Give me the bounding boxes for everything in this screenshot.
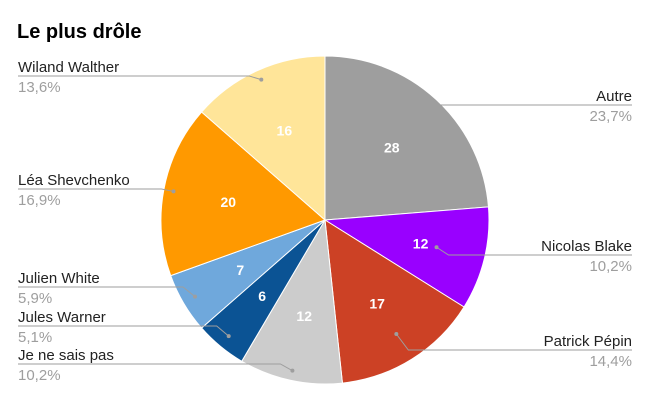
slice-name-label: Jules Warner [18,309,106,326]
slice-name-label: Patrick Pépin [544,333,632,350]
slice-value-label: 7 [236,262,244,278]
pie-slice-wiland-walther[interactable] [200,55,326,222]
slice-percent-label: 10,2% [18,367,61,384]
slice-name-label: Je ne sais pas [18,347,114,364]
leader-line [411,104,632,127]
leader-line [18,75,262,81]
slice-name-label: Léa Shevchenko [18,172,130,189]
slice-value-label: 17 [369,295,385,311]
slice-percent-label: 10,2% [589,258,632,275]
slice-value-label: 12 [296,308,312,324]
pie-slice-patrick-pepin[interactable] [324,219,465,384]
leader-line [395,333,632,351]
slice-percent-label: 23,7% [589,108,632,125]
pie-slice-autre[interactable] [324,55,490,221]
slice-name-label: Wiland Walther [18,59,119,76]
slice-name-label: Nicolas Blake [541,238,632,255]
slice-value-label: 6 [258,288,266,304]
leader-line [18,363,293,372]
leader-line [18,286,196,297]
slice-percent-label: 14,4% [589,353,632,370]
leader-line [436,246,632,256]
slice-percent-label: 16,9% [18,192,61,209]
slice-name-label: Julien White [18,270,100,287]
leader-line [18,188,174,192]
leader-line [18,325,230,337]
slice-percent-label: 5,1% [18,329,52,346]
slice-value-label: 12 [413,235,429,251]
slice-percent-label: 5,9% [18,290,52,307]
slice-value-label: 20 [221,194,237,210]
slice-value-label: 28 [384,140,400,156]
pie-slice-nicolas-blake[interactable] [323,206,490,308]
pie-slice-je-ne-sais-pas[interactable] [241,218,343,385]
slice-percent-label: 13,6% [18,79,61,96]
slice-value-label: 16 [277,122,293,138]
slice-name-label: Autre [596,88,632,105]
chart-title: Le plus drôle [17,21,141,43]
